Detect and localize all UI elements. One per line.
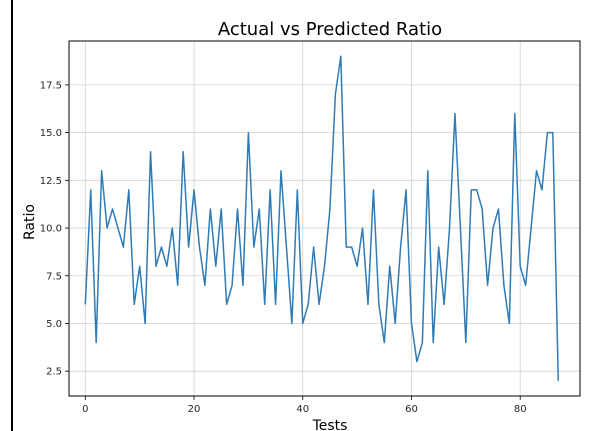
- x-tick-label: 40: [296, 404, 309, 415]
- x-tick-label: 20: [188, 404, 201, 415]
- axis-tick-labels: 0 20 40 60 80 2.5 5.0 7.5 10.0 12.5 15.0 17.5: [40, 80, 527, 415]
- y-axis-label: Ratio: [22, 204, 38, 240]
- x-axis-label: Tests: [312, 418, 348, 431]
- x-tick-label: 0: [82, 404, 88, 415]
- y-tick-label: 2.5: [46, 367, 62, 378]
- y-tick-label: 12.5: [40, 176, 62, 187]
- left-border-line: [11, 0, 13, 431]
- y-tick-label: 17.5: [40, 80, 62, 91]
- axis-ticks: [65, 84, 521, 400]
- y-tick-label: 15.0: [40, 128, 62, 139]
- chart-title: Actual vs Predicted Ratio: [218, 19, 442, 40]
- x-tick-label: 60: [405, 404, 418, 415]
- ratio-series-line: [84, 55, 560, 381]
- x-tick-label: 80: [514, 404, 527, 415]
- plot-area-frame: [68, 40, 581, 397]
- ratio-series-points: [85, 56, 559, 381]
- grid-lines: [69, 41, 580, 396]
- y-tick-label: 10.0: [40, 224, 62, 235]
- y-tick-label: 7.5: [46, 271, 62, 282]
- y-tick-label: 5.0: [46, 319, 62, 330]
